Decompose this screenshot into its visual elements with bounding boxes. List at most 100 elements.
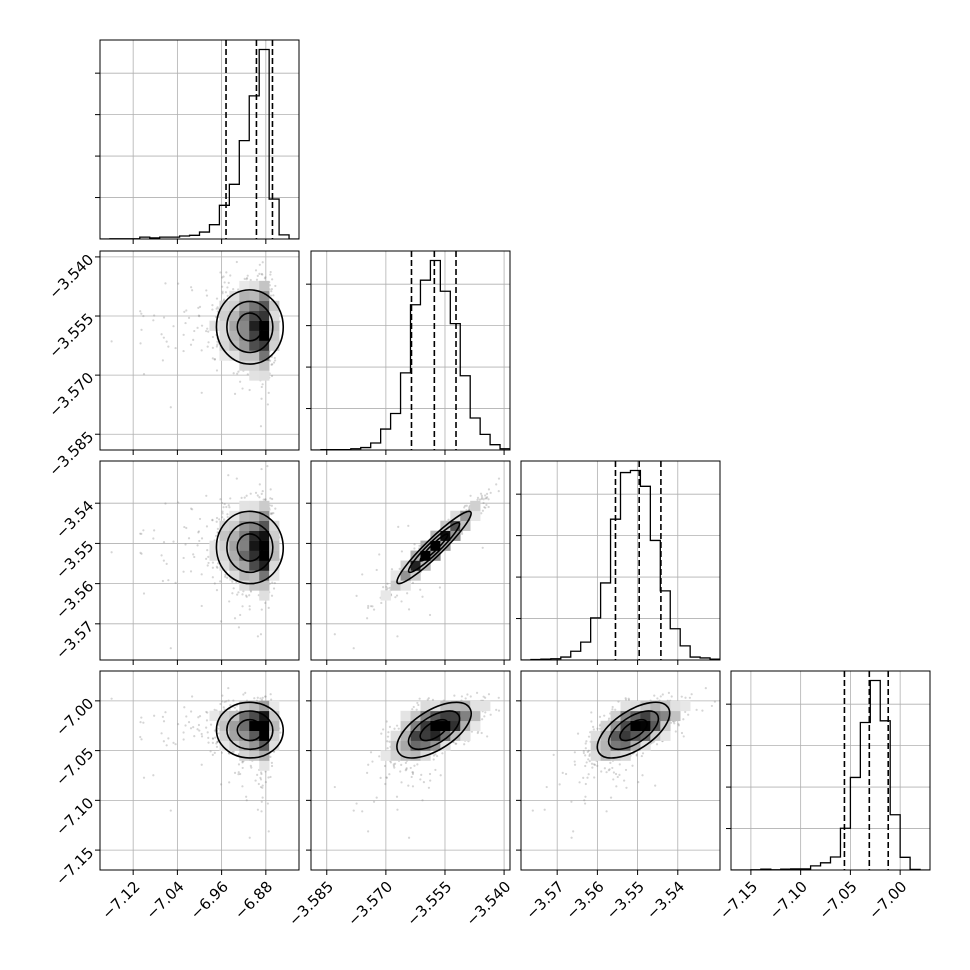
sample-point [605,771,608,774]
sample-point [380,601,383,605]
sample-point [223,298,226,301]
sample-point [226,286,229,289]
sample-point [221,292,224,295]
sample-point [366,771,369,774]
sample-point [237,763,241,766]
sample-point [267,391,270,394]
density-cell [269,700,280,712]
sample-point [223,700,226,703]
density-cell [269,310,280,321]
sample-point [618,763,621,766]
sample-point [187,316,191,319]
sample-point [174,346,177,350]
sample-point [260,385,263,389]
sample-point [216,531,219,534]
sample-point [656,697,659,700]
sample-point [372,608,376,611]
sample-point [469,695,472,698]
sample-point [200,604,203,608]
y-tick-label: −3.55 [52,537,97,582]
sample-point [481,718,484,721]
sample-point [225,700,228,703]
x-tick-label: −3.570 [344,878,396,930]
x-tick-label: −3.55 [603,878,648,923]
sample-point [222,506,225,509]
contour-line [419,718,449,742]
sample-point [254,779,257,782]
sample-point [241,760,244,763]
density-cell [229,550,240,561]
density-cell [460,720,471,731]
density-cell [249,700,260,712]
sample-point [393,766,396,769]
density-cell [430,740,441,751]
density-cell [219,530,230,541]
contour-line [236,312,264,342]
density-cell [239,350,250,361]
sample-point [270,764,274,768]
sample-point [205,289,208,292]
sample-point [215,520,218,523]
sample-point [431,698,435,701]
density-cell [249,300,260,311]
panel-body [100,671,299,870]
sample-point [480,494,483,497]
sample-point [206,345,209,348]
sample-point [405,767,408,770]
density-cell [450,730,461,741]
sample-point [211,561,215,564]
density-cell [420,550,431,561]
sample-point [484,497,487,500]
sample-point [237,626,241,629]
sample-point [207,341,210,344]
sample-point [192,726,195,729]
sample-point [269,755,272,758]
sample-point [616,775,619,779]
contour-line [407,521,461,574]
sample-point [215,345,218,348]
sample-point [198,539,201,543]
density-cell [269,560,280,571]
sample-point [611,705,614,709]
sample-point [264,695,267,698]
sample-point [226,515,229,519]
sample-point [612,771,616,774]
sample-point [627,698,631,701]
sample-point [198,315,201,318]
sample-point [239,380,242,383]
sample-point [161,715,164,718]
sample-point [482,501,485,505]
sample-point [267,776,270,779]
sample-point [222,275,225,278]
sample-point [416,763,419,766]
sample-point [267,606,270,609]
sample-point [162,336,165,339]
sample-point [592,763,596,766]
sample-point [174,743,177,746]
sample-point [211,518,214,521]
density-cell [259,520,270,531]
sample-point [256,773,259,776]
density-cell [229,320,240,331]
sample-point [216,340,219,343]
sample-point [215,565,218,568]
sample-point [200,391,203,394]
sample-point [177,282,180,285]
sample-point [411,581,415,584]
x-tick-label: −7.12 [98,878,143,923]
density-cell [650,730,661,741]
sample-point [218,518,221,521]
sample-point [271,278,274,281]
sample-point [413,543,416,546]
density-cell [259,310,270,321]
sample-point [609,796,613,799]
density-cell [219,300,230,311]
sample-point [485,497,488,500]
sample-point [221,290,224,293]
density-cell [239,730,250,741]
density-cell [239,510,250,521]
sample-point [206,731,209,734]
sample-point [479,492,483,495]
density-cell [460,510,471,521]
density-cell [640,700,651,712]
